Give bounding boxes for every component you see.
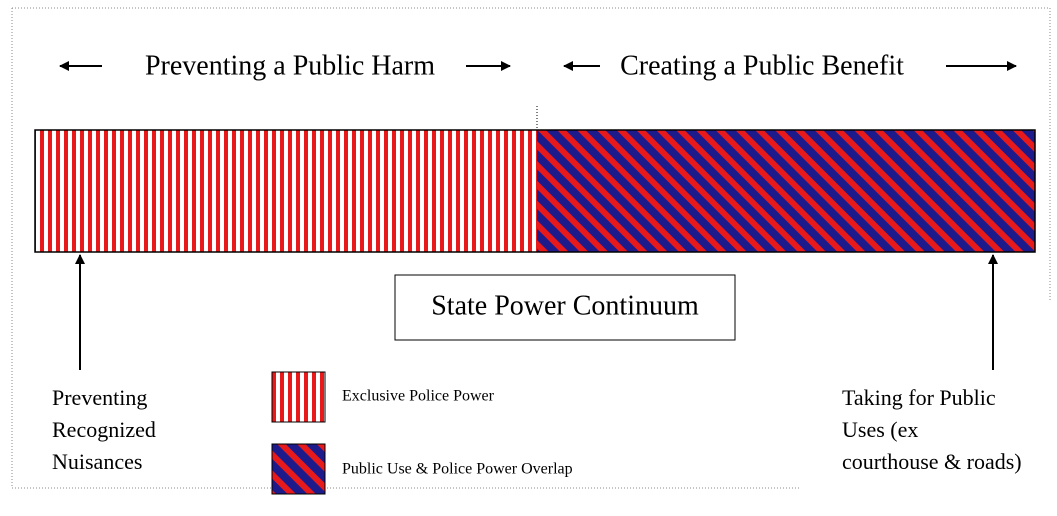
left-label: Preventing Recognized Nuisances [52,385,156,474]
center-label: State Power Continuum [431,290,699,321]
continuum-bar [34,129,1036,253]
right-label-line: Uses (ex [842,417,918,442]
right-label-line: courthouse & roads) [842,449,1022,474]
right-label: Taking for Public Uses (ex courthouse & … [842,385,1022,474]
left-label-line: Recognized [52,417,156,442]
center-box [394,274,736,341]
left-label-line: Nuisances [52,449,142,474]
pointer-arrows [75,254,998,370]
header-right: Creating a Public Benefit [620,50,904,81]
legend-swatch [271,443,326,495]
frame [11,7,1051,489]
police-power-segment [35,130,537,252]
header-left: Preventing a Public Harm [145,50,435,81]
legend-label: Public Use & Police Power Overlap [342,461,573,478]
overlap-segment [537,130,1035,252]
left-label-line: Preventing [52,385,147,410]
right-label-line: Taking for Public [842,385,996,410]
legend-swatch [271,371,326,423]
legend-label: Exclusive Police Power [342,388,495,405]
